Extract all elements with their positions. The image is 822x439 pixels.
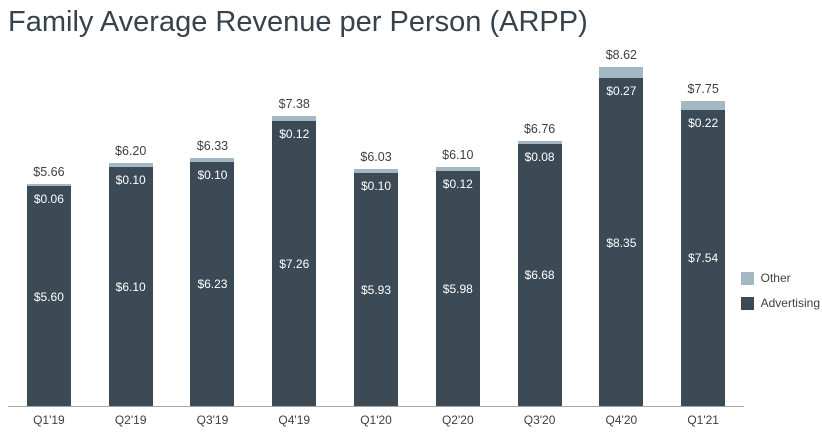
bar-column: $6.33 $0.10 $6.23 Q3'19 xyxy=(172,41,254,433)
advertising-value-label: $7.26 xyxy=(279,256,310,271)
bars-area: $5.66 $0.06 $5.60 Q1'19 $6.20 $0.10 $6.10 Q2'19… xyxy=(8,41,744,433)
legend: Other Advertising xyxy=(740,271,820,321)
bar-column: $5.66 $0.06 $5.60 Q1'19 xyxy=(8,41,90,433)
other-segment xyxy=(272,116,317,121)
bar-stack: $6.33 $0.10 $6.23 xyxy=(172,41,254,407)
x-axis-label: Q1'21 xyxy=(687,413,719,427)
other-segment xyxy=(354,169,399,174)
x-axis-label: Q1'20 xyxy=(360,413,392,427)
other-value-label: $0.06 xyxy=(33,192,64,207)
bar-stack: $7.75 $0.22 $7.54 xyxy=(662,41,744,407)
advertising-value-label: $5.93 xyxy=(361,283,392,298)
bar-column: $6.20 $0.10 $6.10 Q2'19 xyxy=(90,41,172,433)
advertising-value-label: $8.35 xyxy=(606,235,637,250)
total-value-label: $5.66 xyxy=(33,165,65,180)
other-segment xyxy=(681,101,726,110)
x-axis-label: Q4'19 xyxy=(278,413,311,427)
other-value-label: $0.27 xyxy=(606,84,637,99)
advertising-segment: $0.10 $5.93 xyxy=(354,173,399,407)
other-series-swatch xyxy=(740,271,754,285)
other-segment xyxy=(190,157,235,162)
total-value-label: $7.75 xyxy=(687,82,719,97)
total-value-label: $8.62 xyxy=(605,48,637,63)
advertising-segment: $0.12 $7.26 xyxy=(272,120,317,407)
x-axis-label: Q4'20 xyxy=(605,413,638,427)
plot-area: $5.66 $0.06 $5.60 Q1'19 $6.20 $0.10 $6.10 Q2'19… xyxy=(8,41,822,433)
legend-item-advertising: Advertising xyxy=(740,296,820,310)
bar-column: $7.38 $0.12 $7.26 Q4'19 xyxy=(253,41,335,433)
bar-stack: $6.03 $0.10 $5.93 xyxy=(335,41,417,407)
bar-column: $6.76 $0.08 $6.68 Q3'20 xyxy=(499,41,581,433)
x-axis-label: Q3'20 xyxy=(523,413,556,427)
bar-column: $6.10 $0.12 $5.98 Q2'20 xyxy=(417,41,499,433)
advertising-segment: $0.08 $6.68 xyxy=(517,143,562,407)
advertising-segment: $0.10 $6.23 xyxy=(190,161,235,407)
bar-stack: $8.62 $0.27 $8.35 xyxy=(580,41,662,407)
bar-stack: $5.66 $0.06 $5.60 xyxy=(8,41,90,407)
bar-column: $8.62 $0.27 $8.35 Q4'20 xyxy=(580,41,662,433)
other-segment xyxy=(517,140,562,144)
advertising-value-label: $6.68 xyxy=(524,268,555,283)
other-value-label: $0.12 xyxy=(442,177,473,192)
other-segment xyxy=(599,67,644,79)
bar-column: $7.75 $0.22 $7.54 Q1'21 xyxy=(662,41,744,433)
total-value-label: $6.76 xyxy=(523,121,556,136)
advertising-series-swatch xyxy=(740,296,754,310)
other-value-label: $0.10 xyxy=(115,172,146,187)
advertising-value-label: $5.98 xyxy=(442,282,473,297)
other-value-label: $0.12 xyxy=(279,126,310,141)
total-value-label: $6.20 xyxy=(115,143,147,158)
other-segment xyxy=(108,162,153,167)
x-axis-label: Q2'19 xyxy=(114,413,147,427)
total-value-label: $6.33 xyxy=(196,138,229,153)
other-value-label: $0.08 xyxy=(524,149,555,164)
x-axis-label: Q3'19 xyxy=(196,413,229,427)
other-value-label: $0.22 xyxy=(688,115,719,130)
other-segment xyxy=(26,184,71,187)
legend-label-advertising: Advertising xyxy=(760,296,820,310)
x-axis-label: Q1'19 xyxy=(33,413,65,427)
total-value-label: $6.10 xyxy=(442,147,474,162)
bar-stack: $6.20 $0.10 $6.10 xyxy=(90,41,172,407)
total-value-label: $6.03 xyxy=(360,150,392,165)
advertising-value-label: $6.10 xyxy=(115,279,146,294)
other-segment xyxy=(435,166,480,172)
advertising-segment: $0.10 $6.10 xyxy=(108,166,153,407)
other-value-label: $0.10 xyxy=(361,179,392,194)
chart-title: Family Average Revenue per Person (ARPP) xyxy=(8,6,588,38)
advertising-segment: $0.12 $5.98 xyxy=(435,171,480,407)
bar-stack: $6.76 $0.08 $6.68 xyxy=(499,41,581,407)
legend-label-other: Other xyxy=(760,271,791,285)
bar-stack: $6.10 $0.12 $5.98 xyxy=(417,41,499,407)
advertising-value-label: $7.54 xyxy=(688,251,719,266)
bar-column: $6.03 $0.10 $5.93 Q1'20 xyxy=(335,41,417,433)
bar-stack: $7.38 $0.12 $7.26 xyxy=(253,41,335,407)
advertising-segment: $0.22 $7.54 xyxy=(681,109,726,407)
legend-item-other: Other xyxy=(740,271,820,285)
other-value-label: $0.10 xyxy=(197,167,228,182)
total-value-label: $7.38 xyxy=(278,97,310,112)
advertising-segment: $0.06 $5.60 xyxy=(26,186,71,407)
advertising-segment: $0.27 $8.35 xyxy=(599,78,644,407)
x-axis-label: Q2'20 xyxy=(441,413,474,427)
advertising-value-label: $6.23 xyxy=(197,277,228,292)
advertising-value-label: $5.60 xyxy=(33,289,64,304)
